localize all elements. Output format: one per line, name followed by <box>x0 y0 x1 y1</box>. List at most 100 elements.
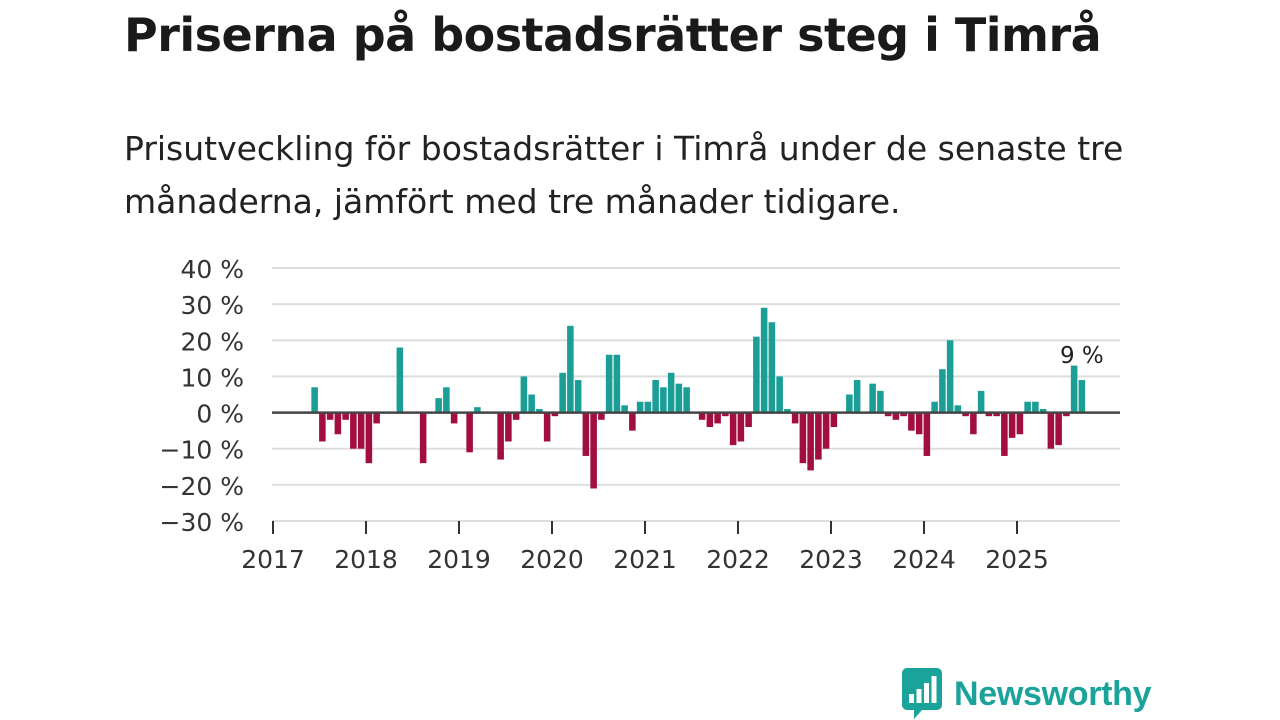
bar <box>365 412 373 464</box>
bar <box>1070 365 1078 413</box>
x-tick-label: 2017 <box>241 545 305 574</box>
bar <box>311 387 318 413</box>
bar <box>884 412 892 417</box>
bar <box>629 412 636 431</box>
axes <box>272 411 1120 534</box>
bar <box>900 412 907 417</box>
y-tick-label: 40 % <box>180 255 244 284</box>
bar <box>908 412 915 431</box>
y-tick-label: 20 % <box>180 327 244 356</box>
bar <box>590 412 597 489</box>
bar <box>474 407 481 413</box>
bar <box>853 380 861 413</box>
bar <box>598 412 605 420</box>
chart-subtitle: Prisutveckling för bostadsrätter i Timrå… <box>124 129 1124 221</box>
bar <box>946 340 954 413</box>
bar <box>1024 401 1031 413</box>
bar <box>660 387 667 413</box>
bar <box>776 376 783 413</box>
bar <box>543 412 551 442</box>
x-tick-label: 2022 <box>706 545 770 574</box>
bar <box>799 412 807 464</box>
grid-lines <box>272 267 1120 522</box>
bar <box>644 401 652 413</box>
bar <box>791 412 799 424</box>
bar <box>520 376 528 413</box>
bar <box>737 412 745 442</box>
bar <box>636 401 644 413</box>
bar <box>505 412 512 442</box>
bar <box>923 412 931 456</box>
bar <box>443 387 450 413</box>
bar <box>536 408 543 413</box>
bar <box>745 412 752 428</box>
x-tick-label: 2025 <box>985 545 1049 574</box>
labels: 40 % 30 % 20 % 10 % 0 % −10 % −20 % −30 % 2017 20… <box>160 255 1104 574</box>
bar <box>877 390 884 413</box>
logo-text: Newsworthy <box>954 674 1152 713</box>
bar <box>652 380 659 413</box>
bar <box>815 412 822 460</box>
bar <box>334 412 342 435</box>
bar <box>528 394 535 413</box>
bar <box>683 387 690 413</box>
bar <box>1047 412 1055 449</box>
bar <box>869 383 876 413</box>
bar <box>970 412 977 435</box>
bar <box>1001 412 1008 456</box>
bar <box>512 412 520 420</box>
x-tick-label: 2018 <box>334 545 398 574</box>
bar <box>722 412 729 417</box>
bar <box>1008 412 1016 438</box>
bar <box>319 412 326 442</box>
y-tick-label: −10 % <box>160 436 244 465</box>
value-annotation: 9 % <box>1060 343 1104 369</box>
bar <box>1078 380 1086 413</box>
bar <box>621 405 628 413</box>
bar <box>605 354 613 413</box>
x-tick-label: 2024 <box>892 545 956 574</box>
bar-chart: 40 % 30 % 20 % 10 % 0 % −10 % −20 % −30 % 2017 20… <box>160 255 1120 574</box>
x-tick-label: 2021 <box>613 545 677 574</box>
bar <box>373 412 380 424</box>
bar <box>977 390 985 413</box>
bar <box>667 372 675 413</box>
bar <box>915 412 923 435</box>
bar <box>675 383 683 413</box>
bar <box>714 412 721 424</box>
x-tick-label: 2020 <box>520 545 584 574</box>
bar <box>342 412 349 420</box>
bar <box>846 394 853 413</box>
bar <box>760 307 768 413</box>
bar <box>729 412 737 446</box>
newsworthy-logo[interactable]: Newsworthy <box>902 668 1152 720</box>
bar <box>892 412 900 420</box>
bar <box>993 412 1000 417</box>
bar <box>1055 412 1062 446</box>
bar <box>567 325 574 413</box>
bar <box>574 380 582 413</box>
newsworthy-logo-icon <box>902 668 942 719</box>
bar <box>1063 412 1070 417</box>
bar <box>753 336 760 413</box>
bar <box>830 412 838 428</box>
bar <box>822 412 830 449</box>
bar <box>582 412 590 456</box>
x-tick-label: 2023 <box>799 545 863 574</box>
bars <box>311 307 1086 489</box>
bar <box>807 412 814 471</box>
y-tick-label: 0 % <box>196 400 244 429</box>
bar <box>1016 412 1024 435</box>
bar <box>1032 401 1039 413</box>
y-tick-label: 10 % <box>180 363 244 392</box>
bar <box>613 354 621 413</box>
bar <box>466 412 473 453</box>
bar <box>357 412 365 449</box>
bar <box>931 401 938 413</box>
bar <box>419 412 427 464</box>
bar <box>985 412 993 417</box>
y-tick-label: 30 % <box>180 291 244 320</box>
x-tick-label: 2019 <box>427 545 491 574</box>
bar <box>962 412 969 417</box>
bar <box>1039 408 1047 413</box>
